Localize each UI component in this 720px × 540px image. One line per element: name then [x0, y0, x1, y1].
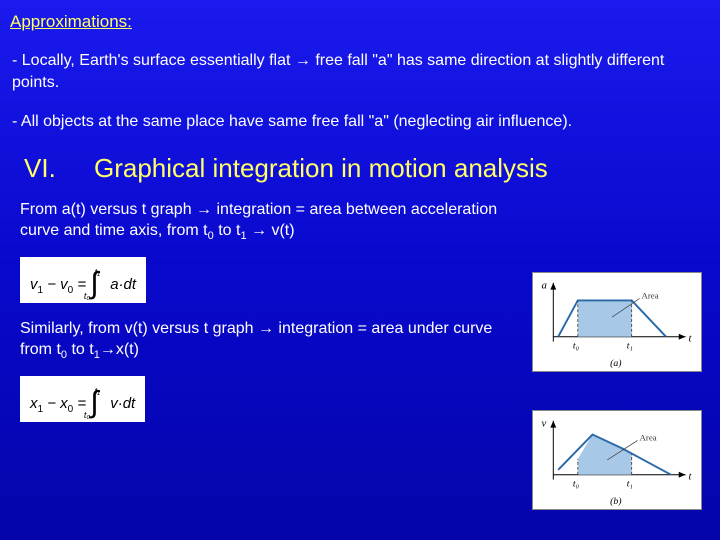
figA-area	[578, 300, 632, 336]
eq2-lim-top: t₁	[95, 386, 100, 396]
figure-a: a t t₀ t₁ Area (a)	[532, 272, 702, 372]
figA-t1: t₁	[627, 340, 633, 351]
eq2-x1: x	[30, 395, 38, 412]
figB-area-label: Area	[640, 432, 657, 442]
figB-t0: t₀	[573, 478, 579, 489]
para2-text-c: →x(t)	[100, 341, 139, 358]
approximations-heading: Approximations:	[0, 0, 720, 32]
eq1-minus: −	[43, 276, 60, 293]
eq1-lim-top: t₁	[95, 267, 100, 277]
bullet-1: - Locally, Earth's surface essentially f…	[0, 32, 720, 93]
figB-label: (b)	[610, 496, 621, 507]
eq1-lim-bot: t₀	[84, 291, 90, 301]
eq1-v0: v	[60, 276, 68, 293]
para2-text-b: to t	[67, 341, 94, 358]
figure-b: v t t₀ t₁ Area (b)	[532, 410, 702, 510]
eq1-v1: v	[30, 276, 38, 293]
eq2-lim-bot: t₀	[84, 410, 90, 420]
bullet-2: - All objects at the same place have sam…	[0, 93, 720, 133]
equation-2: x1 − x0 = ∫t₁t₀v·dt	[20, 376, 145, 422]
figA-area-label: Area	[642, 290, 659, 300]
eq2-integrand: v·dt	[110, 395, 135, 412]
para1-text-c: → v(t)	[247, 222, 295, 239]
eq1-integrand: a·dt	[110, 276, 136, 293]
eq2-x0: x	[60, 395, 68, 412]
figA-xaxis: t	[689, 333, 693, 345]
equation-1: v1 − v0 = ∫t₁t₀a·dt	[20, 257, 146, 303]
paragraph-1: From a(t) versus t graph → integration =…	[0, 184, 720, 243]
section-number: VI.	[24, 153, 94, 184]
eq2-minus: −	[43, 395, 60, 412]
section-title: Graphical integration in motion analysis	[94, 153, 548, 184]
para1-text-b: to t	[214, 222, 241, 239]
section-header: VI. Graphical integration in motion anal…	[0, 133, 720, 184]
figA-yaxis: a	[542, 280, 547, 292]
figB-yaxis: v	[542, 418, 547, 430]
figA-t0: t₀	[573, 340, 579, 351]
figB-xaxis: t	[689, 471, 693, 483]
figA-label: (a)	[610, 358, 621, 369]
figB-t1: t₁	[627, 478, 633, 489]
